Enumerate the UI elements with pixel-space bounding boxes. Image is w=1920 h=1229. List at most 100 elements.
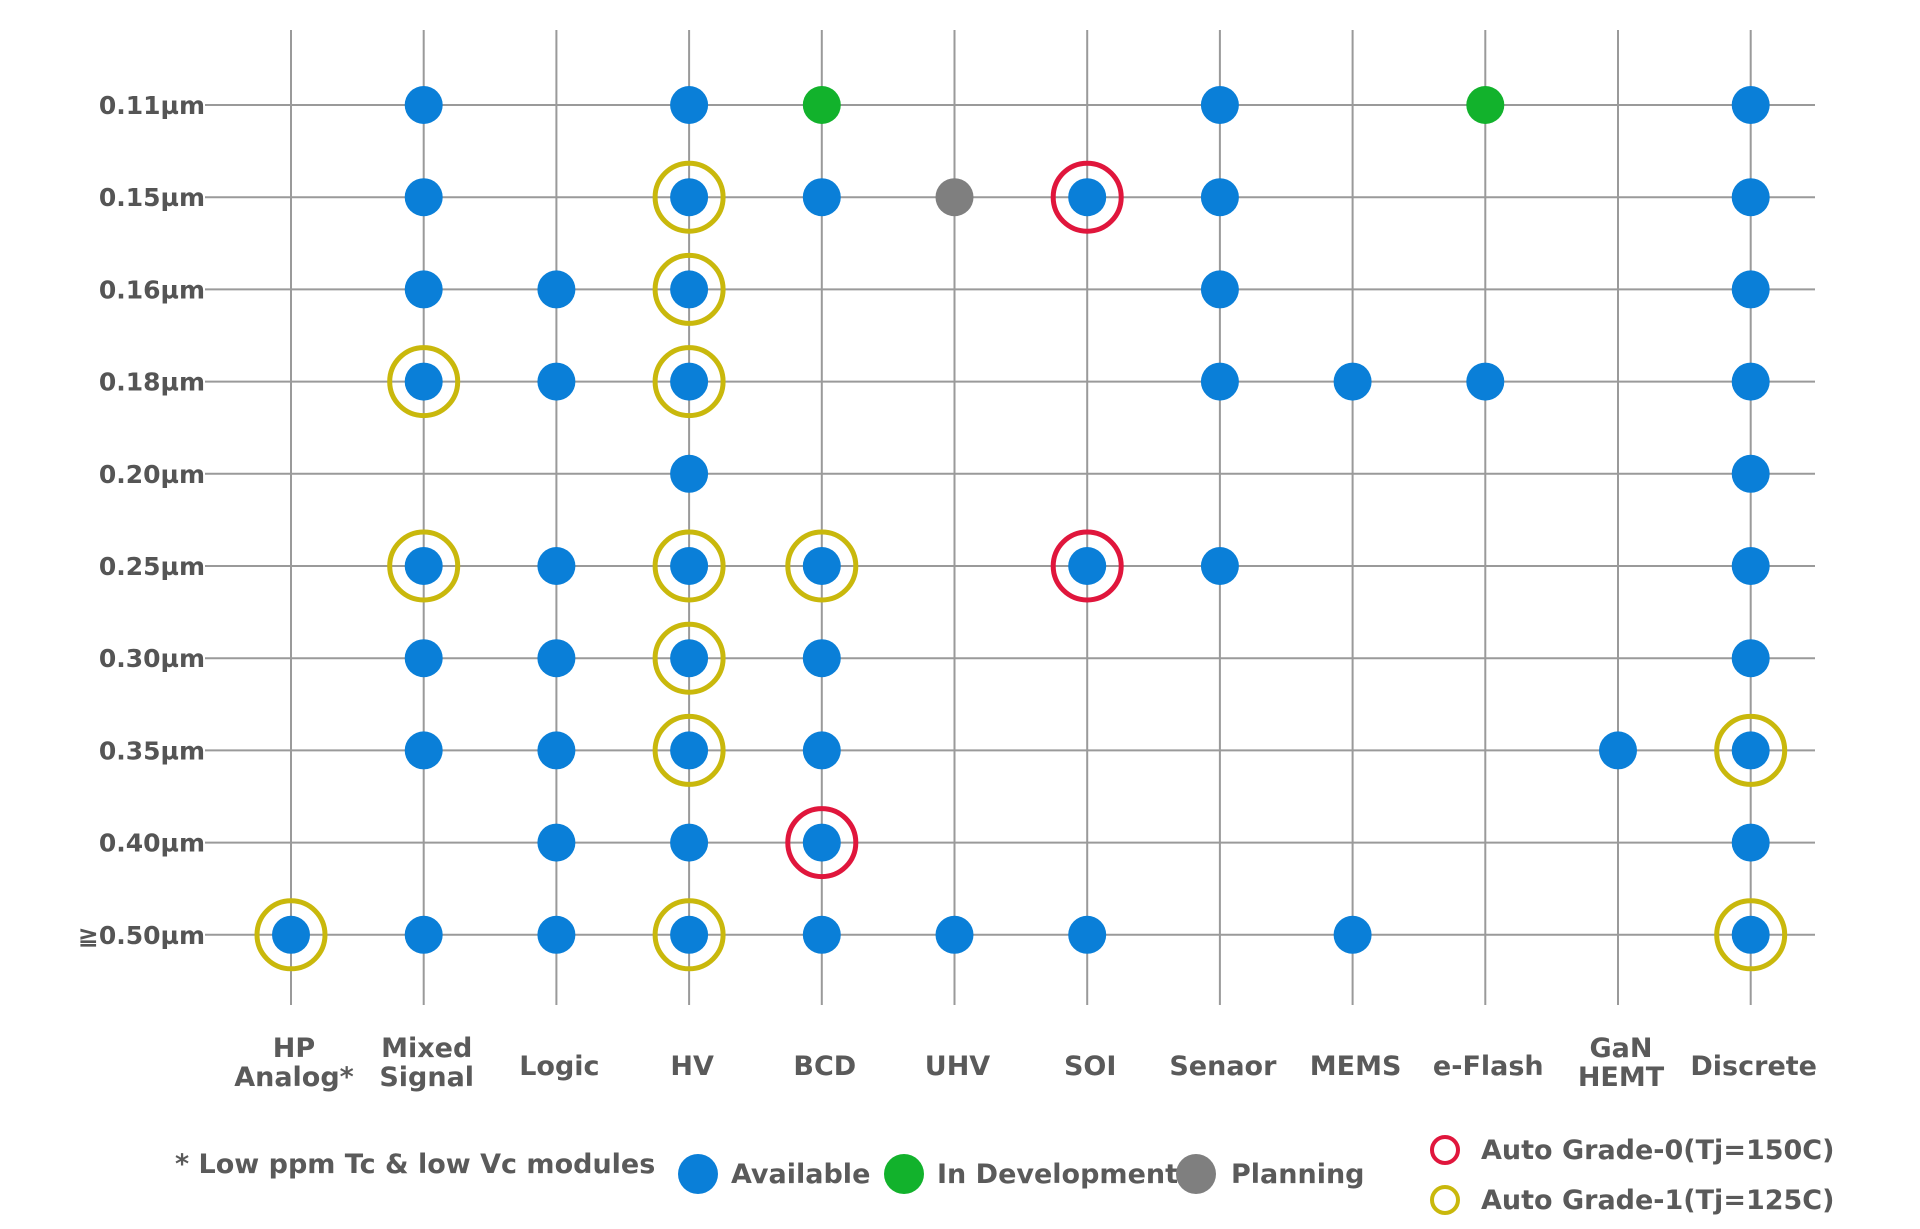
y-tick-label: 0.18µm xyxy=(99,368,205,397)
y-tick-label: 0.11µm xyxy=(99,91,205,120)
data-point-available xyxy=(670,454,709,493)
auto-grade-1-ring xyxy=(652,345,726,419)
legend-auto-grade-0-label: Auto Grade-0(Tj=150C) xyxy=(1481,1135,1834,1166)
auto-grade-1-ring xyxy=(652,529,726,603)
data-point-available xyxy=(404,639,443,678)
y-tick-label: 0.30µm xyxy=(99,644,205,673)
auto-grade-0-ring xyxy=(1050,529,1124,603)
data-point-available xyxy=(1200,362,1239,401)
auto-grade-1-ring xyxy=(652,160,726,234)
y-axis-labels: 0.11µm 0.15µm 0.16µm 0.18µm 0.20µm 0.25µm 0.30… xyxy=(78,91,205,950)
data-point-available xyxy=(1333,915,1372,954)
legend-planning-label: Planning xyxy=(1231,1159,1365,1190)
data-point-available xyxy=(670,915,709,954)
data-point-available xyxy=(802,823,841,862)
x-tick-label: BCD xyxy=(793,1051,856,1082)
legend-in-development-label: In Development xyxy=(937,1159,1178,1190)
auto-grade-0-ring xyxy=(1050,160,1124,234)
data-point-available xyxy=(802,547,841,585)
x-tick-label: Senaor xyxy=(1169,1051,1277,1082)
data-point-planning xyxy=(935,178,974,217)
data-point-available xyxy=(404,731,443,770)
data-point-available xyxy=(537,731,576,770)
data-point-available xyxy=(670,547,709,585)
x-axis-labels: HP Analog* Mixed Signal Logic HV BCD UHV SOI Sena… xyxy=(234,1033,1817,1093)
data-point-available xyxy=(272,915,310,954)
x-tick-label: Mixed Signal xyxy=(379,1033,474,1093)
data-point-available xyxy=(670,639,709,678)
auto-grade-1-ring xyxy=(652,252,726,326)
y-tick-label: 0.25µm xyxy=(99,552,205,581)
data-point-available xyxy=(670,270,709,309)
legend: * Low ppm Tc & low Vc modules Available … xyxy=(175,1135,1834,1216)
data-point-available xyxy=(1731,270,1770,309)
data-point-available xyxy=(1731,915,1770,954)
grid-lines xyxy=(205,30,1815,1005)
data-point-available xyxy=(1599,731,1637,770)
data-point-available xyxy=(1731,547,1770,585)
data-point-available xyxy=(1068,547,1107,585)
data-point-available xyxy=(404,178,443,217)
data-point-in-development xyxy=(1466,86,1505,124)
data-point-available xyxy=(1200,270,1239,309)
y-tick-label: 0.16µm xyxy=(99,275,205,304)
legend-auto-grade-0-marker xyxy=(1430,1135,1460,1165)
legend-available-marker xyxy=(678,1154,718,1194)
auto-grade-0-ring xyxy=(785,806,859,880)
data-point-available xyxy=(670,362,709,401)
y-tick-label: 0.20µm xyxy=(99,460,205,489)
footnote-text: * Low ppm Tc & low Vc modules xyxy=(175,1149,655,1180)
data-point-available xyxy=(404,270,443,309)
x-tick-label: UHV xyxy=(925,1051,991,1082)
data-point-in-development xyxy=(802,86,841,124)
data-point-available xyxy=(1200,178,1239,217)
x-tick-label: HV xyxy=(670,1051,714,1082)
data-point-available xyxy=(537,547,576,585)
data-point-available xyxy=(670,86,709,124)
x-tick-label: SOI xyxy=(1064,1051,1116,1082)
data-point-available xyxy=(537,270,576,309)
x-tick-label: MEMS xyxy=(1310,1051,1402,1082)
legend-auto-grade-1-label: Auto Grade-1(Tj=125C) xyxy=(1481,1185,1834,1216)
auto-grade-1-ring xyxy=(652,898,726,972)
auto-grade-1-ring xyxy=(1714,898,1788,972)
auto-grade-1-ring xyxy=(1714,713,1788,787)
legend-in-development-marker xyxy=(884,1154,924,1194)
y-tick-label: 0.40µm xyxy=(99,829,205,858)
data-point-available xyxy=(802,731,841,770)
auto-grade-1-ring xyxy=(387,345,461,419)
data-points xyxy=(254,86,1788,972)
data-point-available xyxy=(1731,823,1770,862)
data-point-available xyxy=(1068,915,1107,954)
y-tick-label: 0.35µm xyxy=(99,736,205,765)
data-point-available xyxy=(537,915,576,954)
data-point-available xyxy=(1068,178,1107,217)
data-point-available xyxy=(802,639,841,678)
x-tick-label: GaN HEMT xyxy=(1578,1033,1665,1093)
legend-available-label: Available xyxy=(731,1159,870,1190)
x-tick-label: e-Flash xyxy=(1433,1051,1544,1082)
data-point-available xyxy=(1731,178,1770,217)
auto-grade-1-ring xyxy=(387,529,461,603)
data-point-available xyxy=(802,178,841,217)
data-point-available xyxy=(1200,86,1239,124)
data-point-available xyxy=(537,362,576,401)
data-point-available xyxy=(537,823,576,862)
data-point-available xyxy=(1731,731,1770,770)
auto-grade-1-ring xyxy=(652,621,726,695)
x-tick-label: HP Analog* xyxy=(234,1033,354,1093)
y-tick-label: ≧0.50µm xyxy=(78,921,205,950)
data-point-available xyxy=(404,547,443,585)
x-tick-label: Logic xyxy=(519,1051,599,1082)
data-point-available xyxy=(1200,547,1239,585)
y-tick-label: 0.15µm xyxy=(99,183,205,212)
data-point-available xyxy=(537,639,576,678)
data-point-available xyxy=(1731,639,1770,678)
auto-grade-1-ring xyxy=(652,713,726,787)
auto-grade-1-ring xyxy=(785,529,859,603)
x-tick-label: Discrete xyxy=(1690,1051,1817,1082)
data-point-available xyxy=(802,915,841,954)
legend-auto-grade-1-marker xyxy=(1430,1185,1460,1215)
data-point-available xyxy=(670,731,709,770)
data-point-available xyxy=(670,178,709,217)
